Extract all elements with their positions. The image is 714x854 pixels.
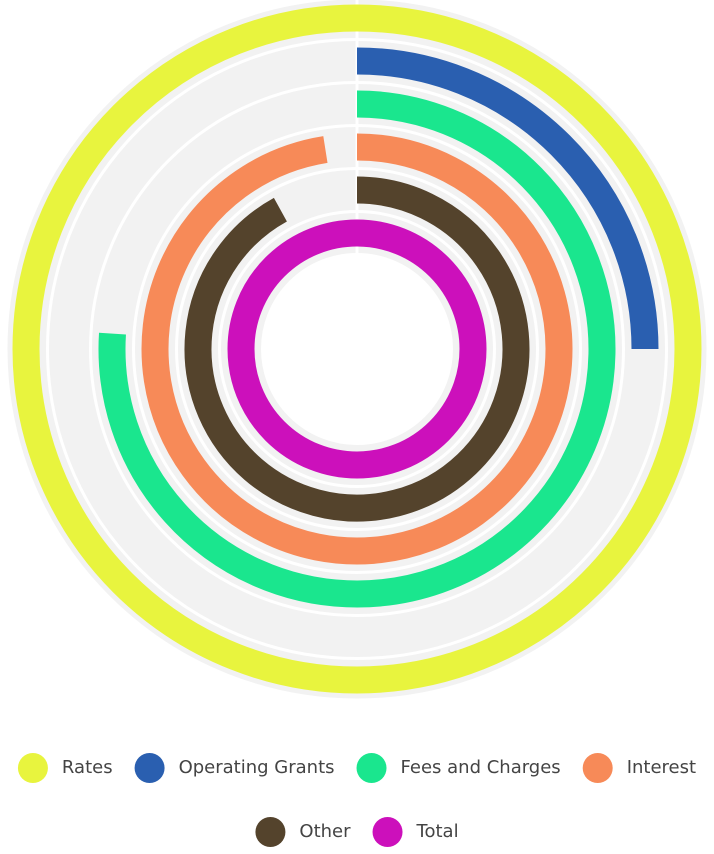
radial-bar <box>12 4 702 694</box>
legend-label[interactable]: Fees and Charges <box>401 757 561 778</box>
radial-bar <box>98 90 616 608</box>
radial-bar <box>356 47 659 350</box>
legend-label[interactable]: Total <box>416 821 459 842</box>
radial-bar <box>141 133 573 565</box>
legend-label[interactable]: Operating Grants <box>179 757 335 778</box>
legend-label[interactable]: Other <box>299 821 351 842</box>
track-gap <box>3 0 711 703</box>
legend-marker[interactable] <box>372 817 403 847</box>
legend-marker[interactable] <box>582 753 613 783</box>
legend-marker[interactable] <box>255 817 286 847</box>
radial-bar <box>184 176 530 522</box>
legend-label[interactable]: Interest <box>627 757 696 778</box>
legend-label[interactable]: Rates <box>62 757 113 778</box>
radial-bar <box>227 219 487 479</box>
legend-marker[interactable] <box>356 753 387 783</box>
legend-marker[interactable] <box>17 753 48 783</box>
track-gap <box>261 253 453 445</box>
legend-marker[interactable] <box>134 753 165 783</box>
